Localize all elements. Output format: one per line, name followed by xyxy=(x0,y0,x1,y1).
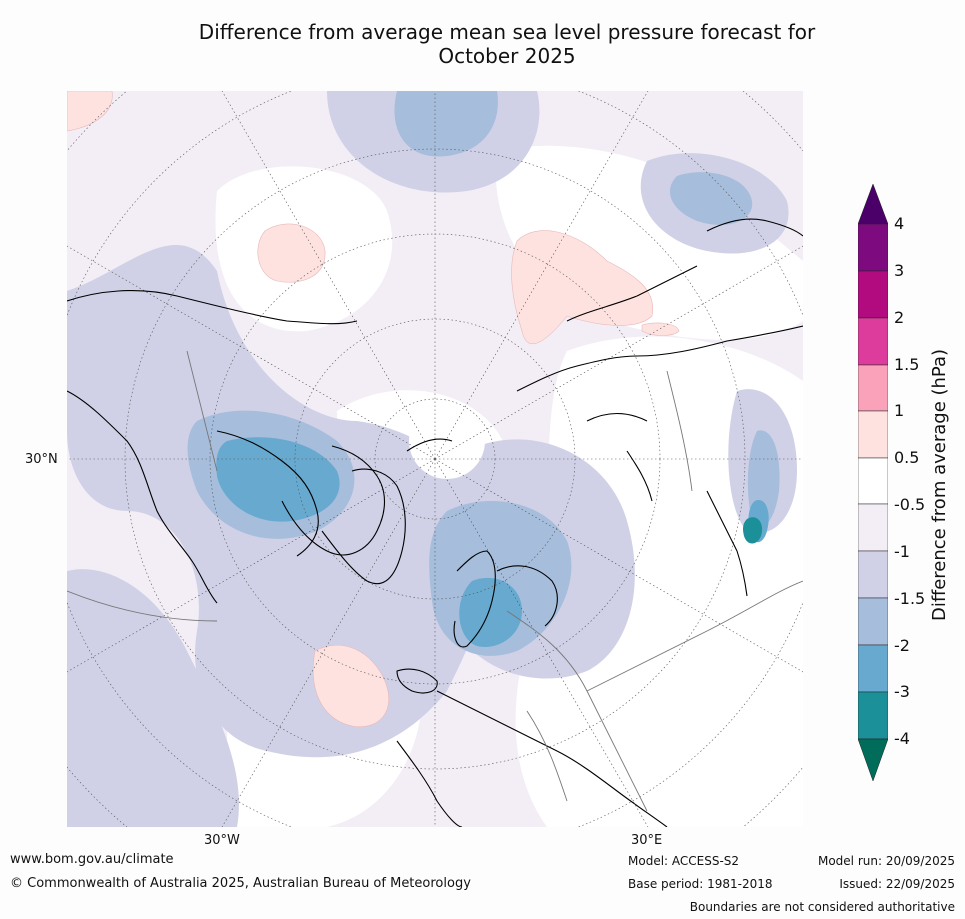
footer-boundaries-note: Boundaries are not considered authoritat… xyxy=(689,900,955,914)
band-p0.5-atlantic xyxy=(312,644,390,728)
footer-base-period: Base period: 1981-2018 xyxy=(628,877,773,891)
colorbar-seg-neutral xyxy=(858,457,888,505)
lat-label-30n: 30°N xyxy=(25,452,58,467)
footer-website-link[interactable]: www.bom.gov.au/climate xyxy=(10,852,174,867)
colorbar-tick: -4 xyxy=(894,729,910,748)
colorbar-tick: 2 xyxy=(894,308,905,327)
colorbar-seg-m1.5-m2 xyxy=(858,597,888,646)
map-panel[interactable] xyxy=(67,91,803,827)
pole-hole xyxy=(409,403,485,479)
colorbar-tick: 0.5 xyxy=(894,448,920,467)
coast-yamal xyxy=(586,413,648,422)
colorbar-tick: -1.5 xyxy=(894,589,926,608)
band-p0.5-siberia-small xyxy=(641,322,680,336)
coast-alaska-canada-north xyxy=(67,290,358,325)
colorbar-seg-m1-m1.5 xyxy=(858,550,888,599)
lon-label-30w: 30°W xyxy=(204,833,240,848)
coast-europe-north xyxy=(436,690,668,827)
lon-label-30e: 30°E xyxy=(631,833,663,848)
colorbar-tick: -3 xyxy=(894,682,910,701)
boundaries xyxy=(67,350,803,812)
colorbar-seg-2-3 xyxy=(858,270,888,319)
band-p0.5-northwest xyxy=(67,91,113,132)
colorbar-tick: 1 xyxy=(894,401,905,420)
footer-model: Model: ACCESS-S2 xyxy=(628,854,740,868)
colorbar-tick: -1 xyxy=(894,542,910,561)
coast-hudson-bay xyxy=(216,430,319,557)
footer-copyright: © Commonwealth of Australia 2025, Austra… xyxy=(10,876,471,891)
boundary-us-canada xyxy=(67,590,218,622)
colorbar xyxy=(858,184,888,781)
colorbar-seg-3-4 xyxy=(858,223,888,272)
coast-chukotka xyxy=(706,218,803,237)
colorbar-tick: 3 xyxy=(894,261,905,280)
colorbar-seg-0.5-1 xyxy=(858,410,888,459)
colorbar-tick: -2 xyxy=(894,636,910,655)
colorbar-seg-m0.5-m1 xyxy=(858,503,888,552)
coast-arctic-islands xyxy=(406,438,453,452)
coast-scandinavia xyxy=(453,550,496,648)
website-link[interactable]: www.bom.gov.au/climate xyxy=(10,852,174,867)
coastlines xyxy=(67,218,803,827)
footer-model-run: Model run: 20/09/2025 xyxy=(817,854,955,868)
coast-north-america-west xyxy=(67,390,218,604)
title-line-2: October 2025 xyxy=(438,44,576,68)
graticule xyxy=(67,91,803,827)
band-p0.5-siberia xyxy=(511,230,654,345)
coast-ural-rivers xyxy=(626,450,653,502)
pressure-anomaly-map[interactable] xyxy=(67,91,803,827)
colorbar-tick: -0.5 xyxy=(894,495,926,514)
band-m2-north xyxy=(394,91,498,157)
boundary-alaska xyxy=(186,350,218,472)
coast-caspian-region xyxy=(706,490,748,597)
boundary-siberia xyxy=(666,370,693,492)
boundary-kazakhstan xyxy=(586,580,803,692)
footer-issued: Issued: 22/09/2025 xyxy=(839,877,955,891)
colorbar-seg-1-1.5 xyxy=(858,364,888,412)
band-m2-northeast xyxy=(669,172,753,225)
title-line-1: Difference from average mean sea level p… xyxy=(198,20,816,44)
coast-greenland xyxy=(321,468,406,585)
colorbar-over-triangle xyxy=(858,184,888,225)
colorbar-tick: 1.5 xyxy=(894,355,920,374)
colorbar-seg-m2-m3 xyxy=(858,644,888,693)
band-m3-scandinavia xyxy=(459,577,522,647)
band-p0.5-pacific xyxy=(257,223,326,283)
boundary-central-europe xyxy=(526,710,568,802)
colorbar-seg-m3-m4 xyxy=(858,691,888,740)
band-m1.5-southwest xyxy=(67,569,239,827)
colorbar-tick: 4 xyxy=(894,214,905,233)
coast-iberia xyxy=(396,740,463,827)
coast-siberia-north xyxy=(516,325,803,392)
map-title: Difference from average mean sea level p… xyxy=(0,20,965,68)
colorbar-seg-1.5-2 xyxy=(858,317,888,366)
band-m4-east xyxy=(743,517,763,544)
band-m3-canada xyxy=(216,437,340,522)
coast-british-isles xyxy=(396,668,438,694)
coast-canadian-archipelago xyxy=(281,445,386,556)
colorbar-title: Difference from average (hPa) xyxy=(929,348,950,622)
coast-siberia-east xyxy=(566,265,698,322)
colorbar-under-triangle xyxy=(858,738,888,781)
coast-baltic xyxy=(496,565,558,627)
